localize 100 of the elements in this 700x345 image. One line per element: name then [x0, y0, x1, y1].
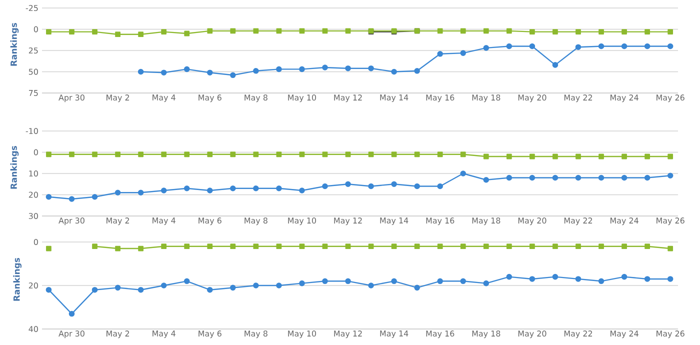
point: [483, 176, 490, 183]
point: [206, 188, 213, 194]
point: [46, 286, 52, 293]
point: [68, 310, 75, 317]
point: [138, 286, 144, 293]
point: [206, 286, 213, 293]
y-axis-title: Rankings: [10, 22, 19, 66]
point: [299, 280, 305, 286]
point: [644, 174, 650, 181]
point: [621, 43, 628, 50]
point: [391, 244, 397, 250]
point: [668, 154, 674, 160]
point: [138, 68, 144, 75]
point: [114, 190, 121, 196]
point: [276, 244, 282, 250]
point: [345, 65, 351, 72]
point: [368, 65, 374, 72]
point: [598, 174, 604, 181]
point: [207, 152, 213, 158]
point: [207, 244, 213, 250]
point: [253, 152, 259, 158]
point: [207, 28, 213, 34]
y-axis-title: Rankings: [13, 258, 22, 301]
point: [46, 246, 52, 252]
point: [460, 278, 466, 284]
point: [391, 152, 397, 158]
point: [276, 66, 282, 72]
point: [506, 154, 512, 160]
point: [160, 282, 167, 288]
point: [322, 152, 328, 158]
point: [138, 246, 144, 252]
point: [345, 278, 351, 284]
point: [506, 174, 512, 181]
point: [184, 30, 190, 36]
point: [276, 282, 282, 288]
point: [69, 152, 74, 158]
point: [644, 154, 650, 160]
point: [506, 274, 512, 280]
point: [69, 29, 74, 34]
point: [530, 244, 535, 250]
point: [161, 244, 167, 250]
point: [576, 29, 581, 34]
point: [529, 174, 536, 181]
point: [115, 152, 120, 158]
point: [391, 278, 397, 284]
point: [622, 154, 627, 160]
point: [138, 152, 144, 158]
point: [529, 276, 536, 282]
point: [506, 244, 512, 250]
point: [368, 282, 374, 288]
point: [368, 152, 374, 158]
point: [437, 183, 443, 190]
point: [575, 276, 582, 282]
point: [253, 244, 259, 250]
point: [322, 244, 328, 250]
point: [230, 244, 236, 250]
point: [667, 172, 674, 179]
point: [644, 29, 650, 34]
point: [437, 51, 443, 57]
point: [161, 152, 167, 158]
point: [576, 154, 581, 160]
point: [391, 68, 397, 75]
point: [644, 244, 650, 250]
point: [414, 284, 420, 291]
point: [483, 244, 489, 250]
point: [322, 28, 328, 34]
point: [460, 152, 466, 158]
point: [230, 284, 236, 291]
point: [46, 152, 52, 158]
point: [552, 154, 558, 160]
point: [345, 28, 351, 34]
point: [621, 174, 628, 181]
point: [184, 244, 190, 250]
point: [621, 274, 628, 280]
point: [667, 276, 674, 282]
point: [253, 185, 259, 192]
point: [345, 181, 351, 188]
point: [68, 196, 75, 202]
point: [368, 183, 374, 190]
point: [668, 246, 674, 252]
point: [184, 278, 190, 284]
point: [644, 276, 650, 282]
point: [161, 29, 167, 34]
point: [92, 286, 98, 293]
point: [184, 152, 190, 158]
point: [414, 244, 420, 250]
point: [622, 29, 627, 34]
point: [460, 28, 466, 34]
point: [299, 152, 305, 158]
point: [506, 43, 512, 50]
point: [437, 28, 443, 34]
point: [115, 246, 120, 252]
point: [506, 28, 512, 34]
point: [276, 152, 282, 158]
point: [46, 29, 52, 34]
point: [575, 44, 582, 50]
point: [345, 244, 351, 250]
point: [437, 152, 443, 158]
point: [92, 244, 98, 250]
point: [230, 185, 236, 192]
